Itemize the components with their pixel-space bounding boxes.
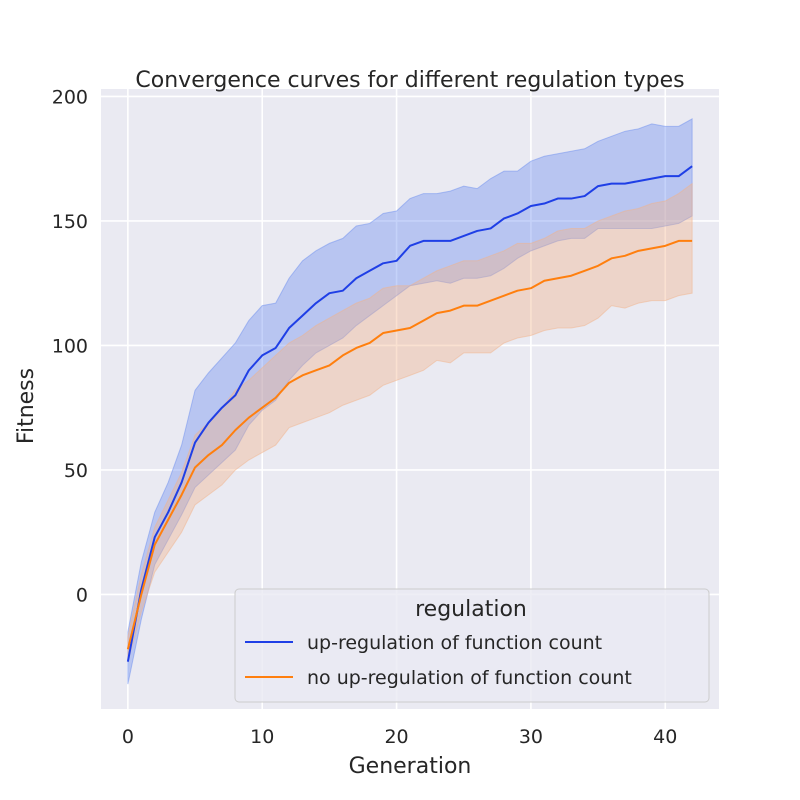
y-tick-label: 0 xyxy=(76,584,88,606)
confidence-bands xyxy=(127,118,693,685)
chart-title: Convergence curves for different regulat… xyxy=(135,68,684,93)
x-tick-label: 10 xyxy=(250,726,274,748)
y-tick-label: 150 xyxy=(52,211,88,233)
x-tick-labels: 0 10 20 30 40 xyxy=(122,726,678,748)
x-axis-label: Generation xyxy=(349,754,472,779)
legend-box xyxy=(234,588,710,703)
legend-label-up-regulation: up-regulation of function count xyxy=(307,632,602,654)
y-tick-label: 50 xyxy=(64,460,88,482)
y-tick-label: 100 xyxy=(52,335,88,357)
legend-title: regulation xyxy=(415,597,527,622)
x-tick-label: 0 xyxy=(122,726,134,748)
y-axis-label: Fitness xyxy=(14,368,39,444)
confidence-band-1 xyxy=(127,182,693,662)
x-tick-label: 40 xyxy=(653,726,677,748)
series-line-1 xyxy=(126,239,693,650)
legend: regulation up-regulation of function cou… xyxy=(234,588,710,703)
y-tick-labels: 0 50 100 150 200 xyxy=(52,86,88,606)
y-tick-label: 200 xyxy=(52,86,88,108)
x-tick-label: 20 xyxy=(384,726,408,748)
series-line-0 xyxy=(126,165,693,662)
legend-label-no-up-regulation: no up-regulation of function count xyxy=(307,667,632,689)
x-tick-label: 30 xyxy=(519,726,543,748)
series-lines xyxy=(126,165,693,662)
